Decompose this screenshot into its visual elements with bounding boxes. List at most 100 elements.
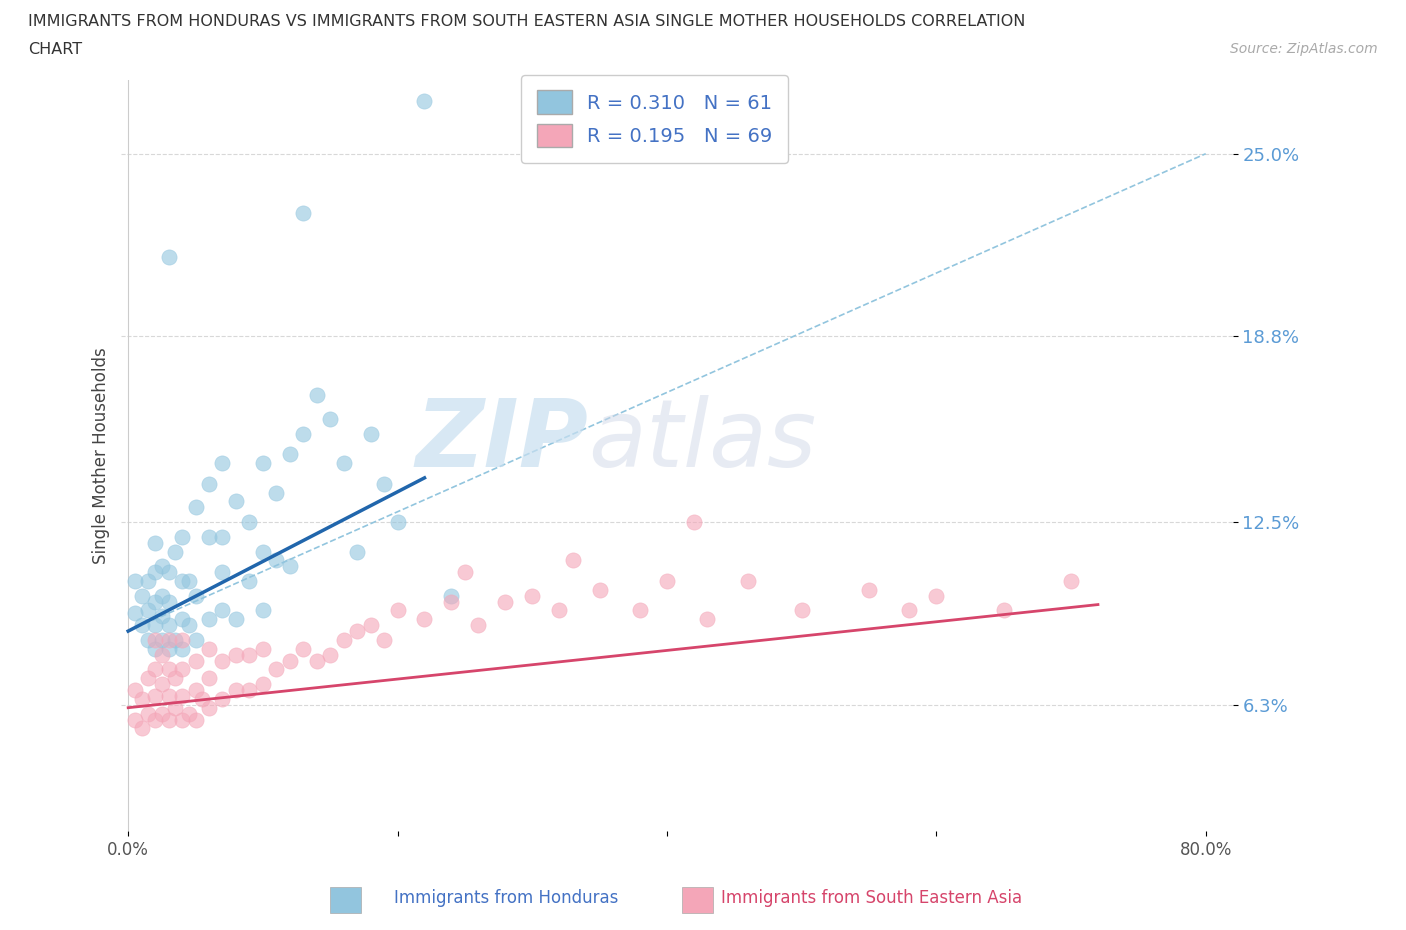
- Point: [305, 653, 328, 668]
- Point: [157, 662, 180, 677]
- Point: [252, 456, 274, 471]
- Point: [440, 589, 463, 604]
- Point: [124, 683, 146, 698]
- Point: [548, 603, 571, 618]
- Point: [157, 249, 180, 264]
- Point: [238, 514, 260, 529]
- Point: [238, 647, 260, 662]
- Point: [138, 574, 160, 589]
- Point: [1060, 574, 1083, 589]
- Point: [138, 603, 160, 618]
- Point: [157, 688, 180, 703]
- Point: [198, 642, 221, 657]
- Text: Immigrants from Honduras: Immigrants from Honduras: [394, 889, 619, 907]
- Point: [655, 574, 678, 589]
- Point: [138, 671, 160, 685]
- Point: [790, 603, 813, 618]
- Point: [737, 574, 759, 589]
- Point: [198, 700, 221, 715]
- Point: [150, 589, 173, 604]
- Text: ZIP: ZIP: [415, 394, 588, 486]
- Point: [177, 618, 200, 632]
- Point: [413, 612, 436, 627]
- Point: [278, 446, 301, 461]
- Point: [143, 594, 166, 609]
- Point: [628, 603, 651, 618]
- Point: [266, 662, 288, 677]
- Point: [319, 411, 342, 426]
- Point: [278, 559, 301, 574]
- Point: [165, 700, 187, 715]
- Point: [157, 712, 180, 727]
- Point: [170, 688, 193, 703]
- Point: [292, 206, 315, 220]
- Point: [266, 553, 288, 568]
- Point: [225, 683, 247, 698]
- Point: [360, 618, 382, 632]
- Point: [252, 603, 274, 618]
- Point: [131, 589, 153, 604]
- Point: [165, 671, 187, 685]
- Point: [278, 653, 301, 668]
- Point: [157, 632, 180, 647]
- Point: [305, 388, 328, 403]
- Point: [252, 544, 274, 559]
- Point: [184, 653, 207, 668]
- Point: [696, 612, 718, 627]
- Point: [898, 603, 921, 618]
- Point: [467, 618, 489, 632]
- Point: [225, 494, 247, 509]
- Point: [332, 456, 354, 471]
- Point: [124, 712, 146, 727]
- Point: [143, 618, 166, 632]
- Point: [150, 609, 173, 624]
- Point: [440, 594, 463, 609]
- Point: [131, 691, 153, 706]
- Point: [170, 632, 193, 647]
- Point: [184, 589, 207, 604]
- Point: [143, 632, 166, 647]
- Point: [184, 632, 207, 647]
- Point: [157, 594, 180, 609]
- Point: [292, 642, 315, 657]
- Point: [184, 712, 207, 727]
- Point: [198, 612, 221, 627]
- Point: [184, 500, 207, 515]
- Point: [925, 589, 948, 604]
- Point: [319, 647, 342, 662]
- Point: [252, 642, 274, 657]
- Point: [346, 624, 368, 639]
- Y-axis label: Single Mother Households: Single Mother Households: [93, 348, 110, 565]
- Point: [522, 589, 544, 604]
- Point: [177, 574, 200, 589]
- Point: [238, 574, 260, 589]
- Point: [150, 632, 173, 647]
- Point: [170, 712, 193, 727]
- Legend: R = 0.310   N = 61, R = 0.195   N = 69: R = 0.310 N = 61, R = 0.195 N = 69: [522, 74, 789, 163]
- Point: [184, 683, 207, 698]
- Point: [387, 603, 409, 618]
- Point: [143, 565, 166, 579]
- Point: [211, 456, 233, 471]
- Point: [454, 565, 477, 579]
- Point: [211, 565, 233, 579]
- Point: [170, 529, 193, 544]
- Point: [150, 559, 173, 574]
- Point: [346, 544, 368, 559]
- Point: [494, 594, 516, 609]
- Point: [238, 683, 260, 698]
- Point: [683, 514, 706, 529]
- Point: [170, 574, 193, 589]
- Point: [373, 632, 395, 647]
- Point: [157, 618, 180, 632]
- Text: atlas: atlas: [588, 395, 817, 486]
- Text: Immigrants from South Eastern Asia: Immigrants from South Eastern Asia: [721, 889, 1022, 907]
- Point: [157, 565, 180, 579]
- Point: [360, 426, 382, 441]
- Point: [292, 426, 315, 441]
- Point: [211, 653, 233, 668]
- Point: [211, 529, 233, 544]
- Text: IMMIGRANTS FROM HONDURAS VS IMMIGRANTS FROM SOUTH EASTERN ASIA SINGLE MOTHER HOU: IMMIGRANTS FROM HONDURAS VS IMMIGRANTS F…: [28, 14, 1025, 29]
- Point: [138, 706, 160, 721]
- Point: [387, 514, 409, 529]
